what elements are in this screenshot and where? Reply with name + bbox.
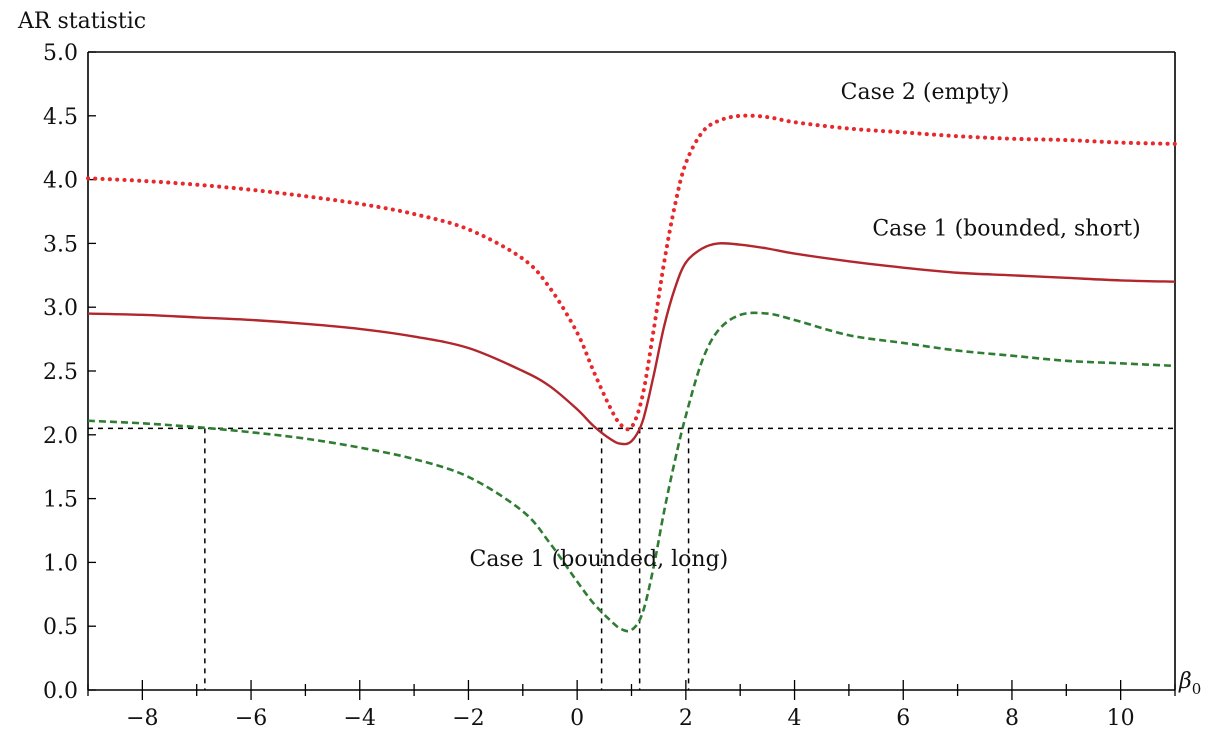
x-axis-title-sub: 0: [1192, 680, 1202, 698]
x-tick-label: −6: [235, 706, 267, 731]
x-tick-label: 6: [896, 706, 910, 731]
y-tick-label: 2.5: [43, 360, 78, 385]
y-tick-label: 3.0: [43, 296, 78, 321]
case-2-empty-label: Case 2 (empty): [841, 80, 1010, 105]
y-tick-label: 2.0: [43, 424, 78, 449]
y-tick-label: 5.0: [43, 41, 78, 66]
x-tick-label: −2: [452, 706, 484, 731]
x-axis-title: β0: [1178, 669, 1201, 698]
y-tick-label: 1.5: [43, 488, 78, 513]
y-tick-label: 0.5: [43, 615, 78, 640]
axis-ticks: −8 −6 −4 −2 0 2 4 6 8 10 0.0 0.5 1.0 1.5 2.0 2.5 3.0 3.5 4…: [43, 41, 1176, 731]
x-tick-label: −4: [344, 706, 376, 731]
x-tick-label: −8: [126, 706, 158, 731]
x-tick-label: 10: [1107, 706, 1135, 731]
x-tick-label: 4: [788, 706, 802, 731]
y-tick-label: 1.0: [43, 551, 78, 576]
y-axis-title: AR statistic: [17, 9, 146, 34]
reference-lines: [88, 427, 1175, 690]
y-tick-label: 3.5: [43, 232, 78, 257]
x-tick-label: 2: [679, 706, 693, 731]
y-tick-label: 4.5: [43, 105, 78, 130]
series-labels: Case 2 (empty) Case 1 (bounded, short) Cas…: [469, 80, 1140, 572]
x-axis-title-base: β: [1178, 669, 1192, 694]
case-1-bounded-long-line: [87, 311, 1176, 633]
case-1-bounded-short-line: [87, 242, 1176, 446]
case-1-bounded-short-label: Case 1 (bounded, short): [872, 217, 1140, 242]
plot-frame: [87, 51, 1176, 691]
y-tick-label: 4.0: [43, 169, 78, 194]
case-1-bounded-long-label: Case 1 (bounded, long): [469, 547, 728, 572]
case-2-empty-line: [86, 113, 1177, 432]
x-tick-label: 8: [1005, 706, 1019, 731]
series-lines: [86, 113, 1177, 633]
y-tick-label: 0.0: [43, 679, 78, 704]
x-tick-label: 0: [570, 706, 584, 731]
